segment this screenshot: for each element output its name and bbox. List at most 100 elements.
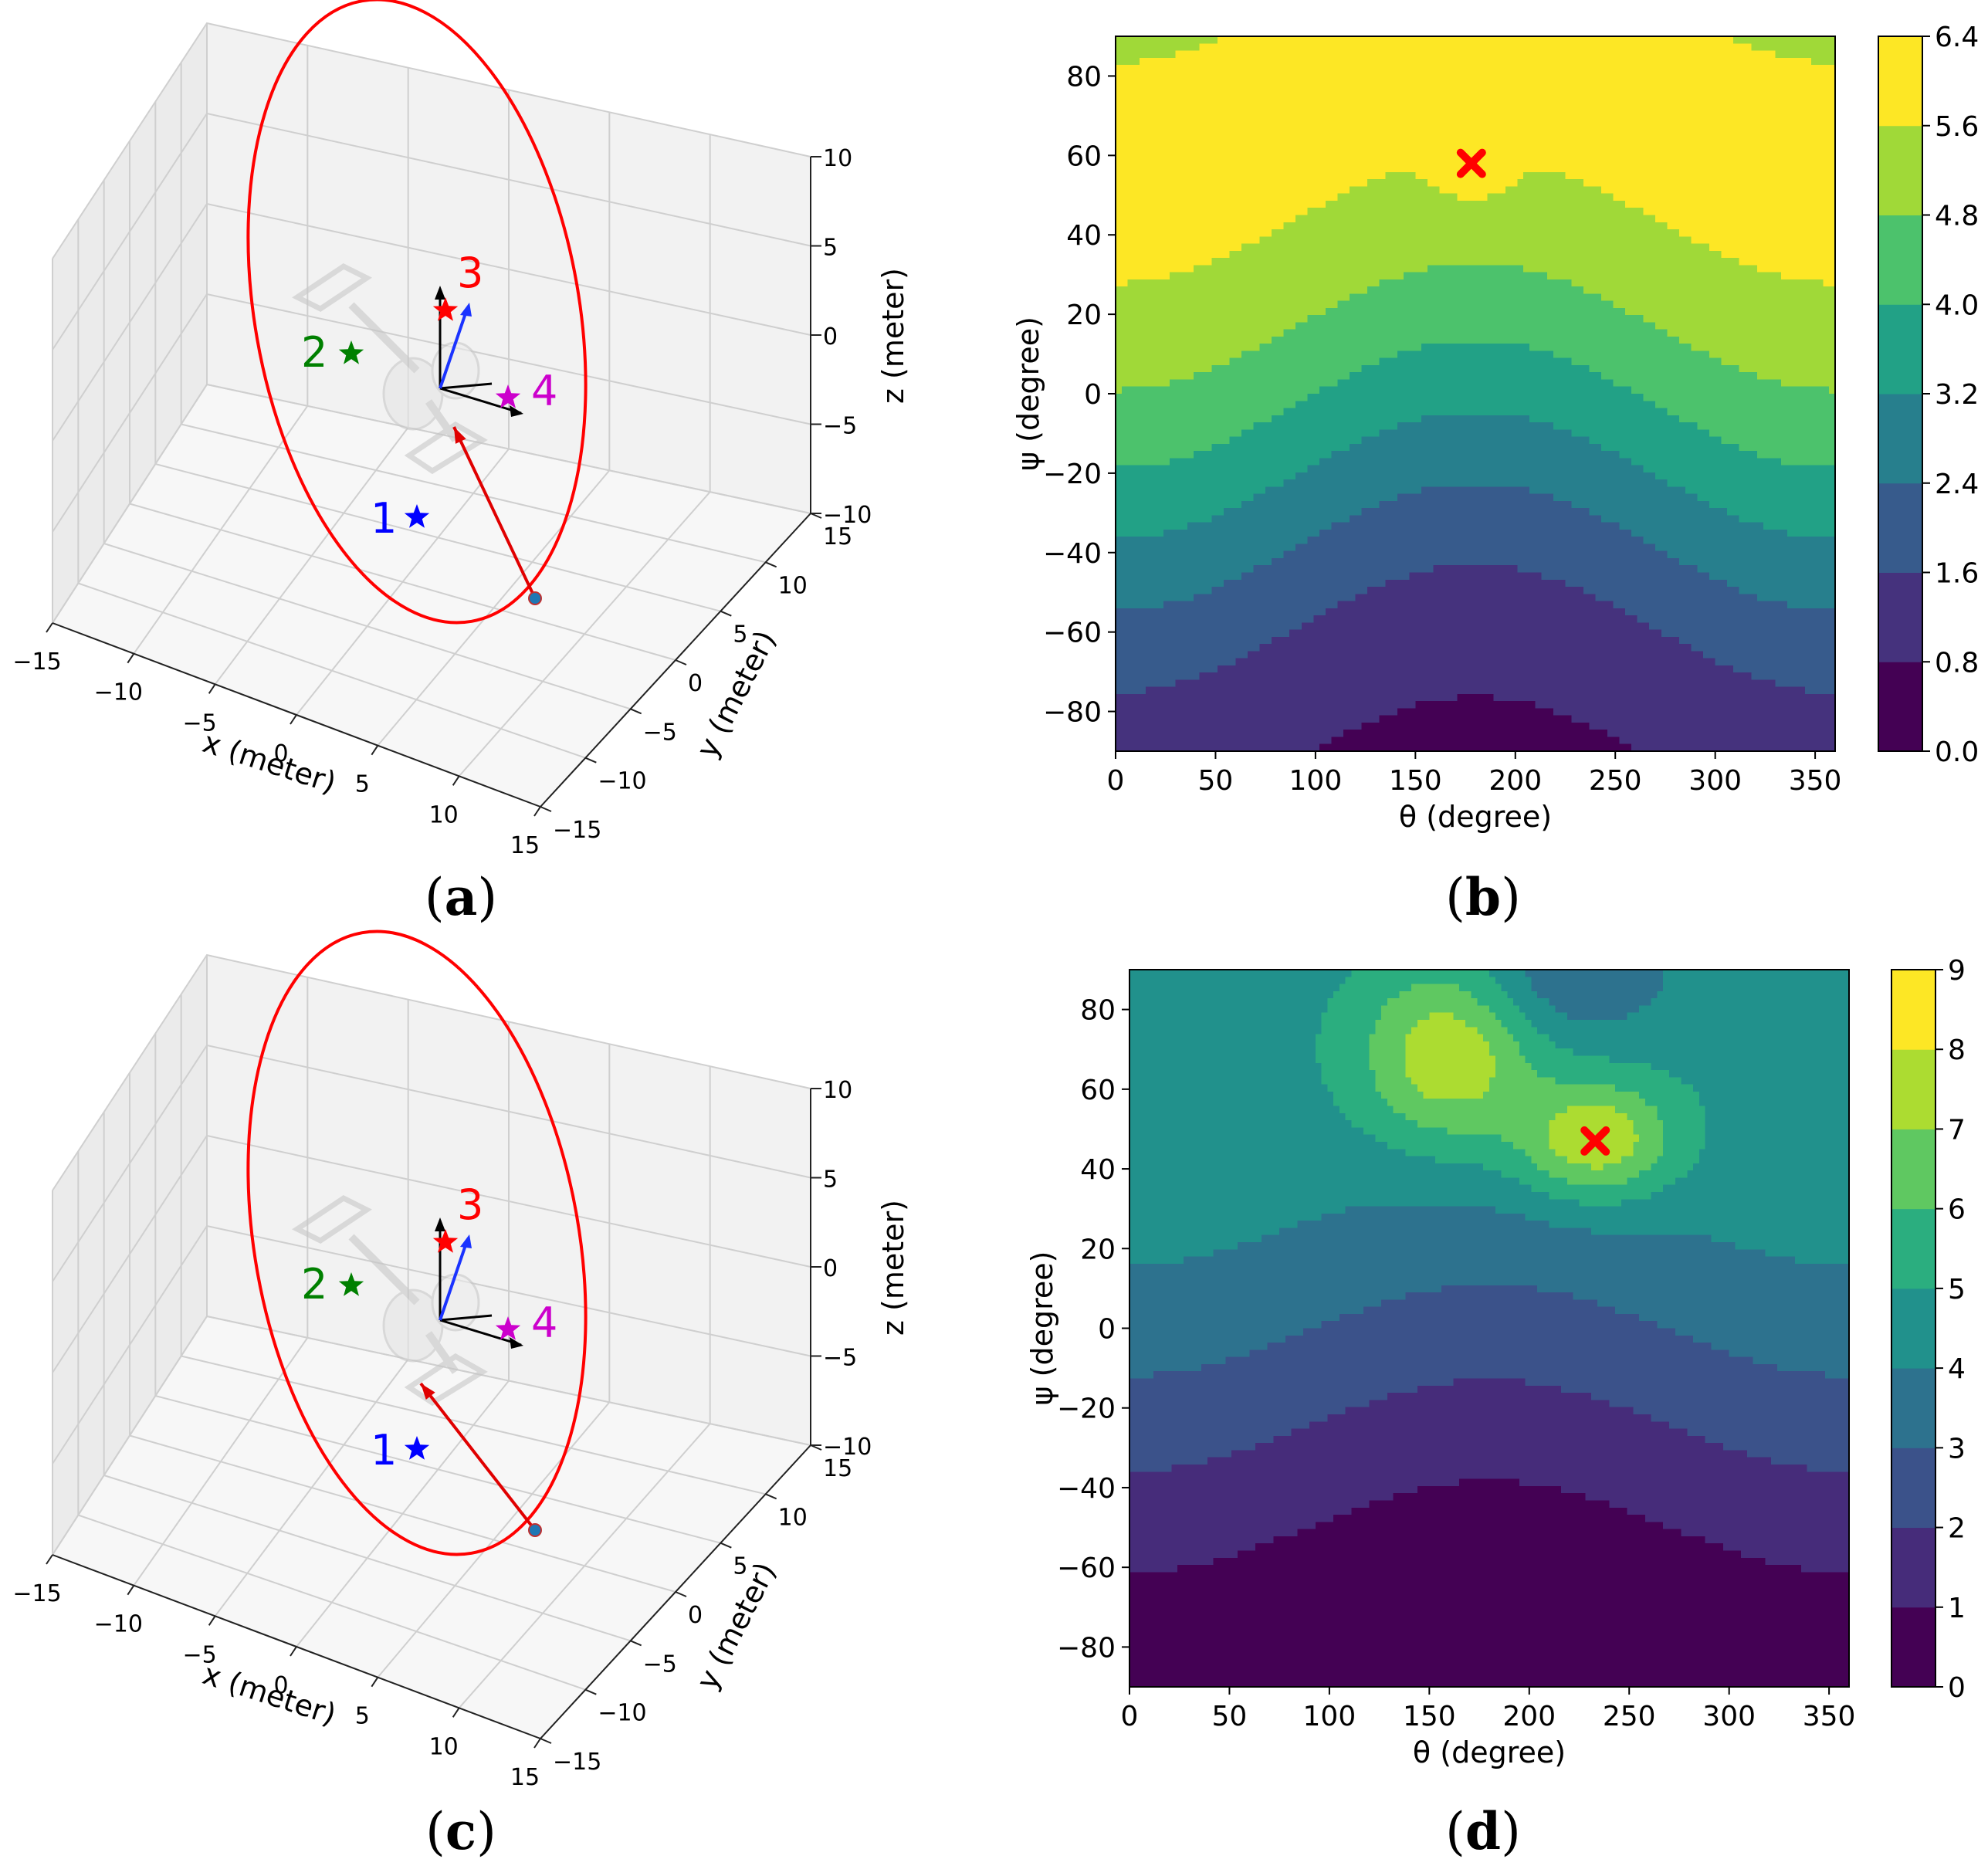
x-tick-label: 350 [1803,1701,1856,1732]
star-label-4: 4 [531,1299,557,1347]
body-y-axis [439,1314,493,1322]
x-tick-label: 100 [1289,765,1343,797]
colorbar-band [1878,36,1922,127]
colorbar-band [1891,1607,1936,1688]
observer-vector-arrow [452,426,537,599]
colorbar-band [1878,215,1922,305]
x-tick-label: 250 [1603,1701,1656,1732]
star-label-2: 2 [301,328,327,377]
x-tick-label: 15 [510,1764,540,1791]
y-tick-label: −40 [1043,538,1102,570]
colorbar-band [1878,662,1922,752]
colorbar: 6.4 5.6 4.8 4.0 3.2 2.4 1.6 0.8 0.0 [1878,22,1979,768]
x-tick [46,1554,53,1565]
y-tick-label: −10 [598,1700,646,1727]
z-tick-label: 5 [823,235,838,262]
observer-point [528,591,542,605]
x-tick [127,653,135,664]
y-tick-label: 5 [733,621,747,648]
colorbar-band [1891,1129,1936,1210]
x-axis-label: x (meter) [198,1657,340,1732]
x-tick-label: 15 [510,832,540,859]
arrow-head [435,286,445,300]
y-tick-label: −60 [1043,618,1102,649]
floor-pane [52,384,811,807]
solar-panel [404,421,488,475]
colorbar-tick-label: 4 [1948,1353,1966,1385]
x-tick [371,1677,379,1688]
contour-fill [1129,970,1850,1688]
colorbar-band [1878,572,1922,662]
colorbar-tick-label: 0.0 [1935,737,1979,768]
colorbar-band [1891,1448,1936,1529]
z-tick-label: 10 [823,1077,852,1104]
z-axis-label: z (meter) [876,268,910,404]
wall-gridline-z [52,1044,811,1282]
contour-fill [1116,36,1836,752]
arrow-head [435,1217,445,1231]
star-label-4: 4 [531,367,557,415]
star-marker-3 [432,297,459,321]
y-tick-label: −60 [1057,1553,1116,1584]
maximum-marker [1580,1126,1610,1156]
y-tick-label: −80 [1043,697,1102,729]
x-tick [533,1738,541,1749]
x-tick-label: 150 [1403,1701,1456,1732]
panel-d-contour-plot: 0 50 100 150 200 250 300 350806040200−20−40−60−… [1025,955,1966,1769]
y-tick [584,757,597,764]
colorbar-tick-label: 4.8 [1935,201,1979,232]
y-tick [584,1688,597,1695]
observer-vector-arrow [419,1382,537,1532]
panel-b-contour-plot: 0 50 100 150 200 250 300 350806040200−20−40−60−… [1011,22,1979,834]
colorbar-tick-label: 4.0 [1935,290,1979,321]
y-tick [630,708,642,715]
y-tick-label: −5 [643,719,677,746]
sun-direction-arrow [439,308,469,389]
z-tick-label: 0 [823,323,838,350]
x-axis-label: θ (degree) [1399,800,1552,834]
spacecraft-strut [348,1234,420,1305]
x-tick-label: 50 [1198,765,1234,797]
z-tick-label: −10 [823,1434,872,1461]
x-tick [290,714,297,725]
y-tick-label: 40 [1066,220,1102,252]
colorbar-band [1878,125,1922,215]
colorbar-band [1891,970,1936,1050]
spacecraft-strut [348,302,420,374]
floor-gridline-y [181,423,766,564]
y-tick-label: 10 [778,1504,808,1531]
y-tick [765,561,777,568]
x-axis-label: θ (degree) [1413,1735,1566,1769]
colorbar-tick-label: 5.6 [1935,111,1979,143]
y-tick-label: 5 [733,1553,747,1580]
arrow-head [510,405,523,417]
star-label-3: 3 [457,1180,483,1229]
y-tick-label: 20 [1066,300,1102,331]
colorbar-tick-label: 2 [1948,1513,1966,1545]
wall-gridline-z [52,293,811,533]
spacecraft-strut [425,399,459,442]
y-tick-label: 15 [823,523,852,550]
x-tick [290,1646,297,1657]
observer-point [528,1523,542,1537]
y-tick [765,1493,777,1500]
star-marker-1 [404,1436,430,1460]
colorbar-band [1891,1049,1936,1129]
colorbar-tick-label: 5 [1948,1274,1966,1305]
star-label-1: 1 [371,1426,397,1475]
body-x-axis [439,1319,522,1346]
x-tick-label: −10 [94,1611,143,1638]
x-tick-label: 0 [1121,1701,1139,1732]
z-tick-label: −5 [823,413,857,440]
floor-pane [52,1316,811,1739]
star-label-1: 1 [371,494,397,543]
y-tick [720,610,732,617]
colorbar-band [1878,483,1922,573]
z-tick-label: 0 [823,1255,838,1282]
sun-direction-arrow [439,1240,469,1321]
arrow-head [460,1234,472,1248]
z-axis-label: z (meter) [876,1200,910,1336]
wall-gridline-z [52,1315,811,1556]
y-tick-label: 80 [1066,61,1102,93]
